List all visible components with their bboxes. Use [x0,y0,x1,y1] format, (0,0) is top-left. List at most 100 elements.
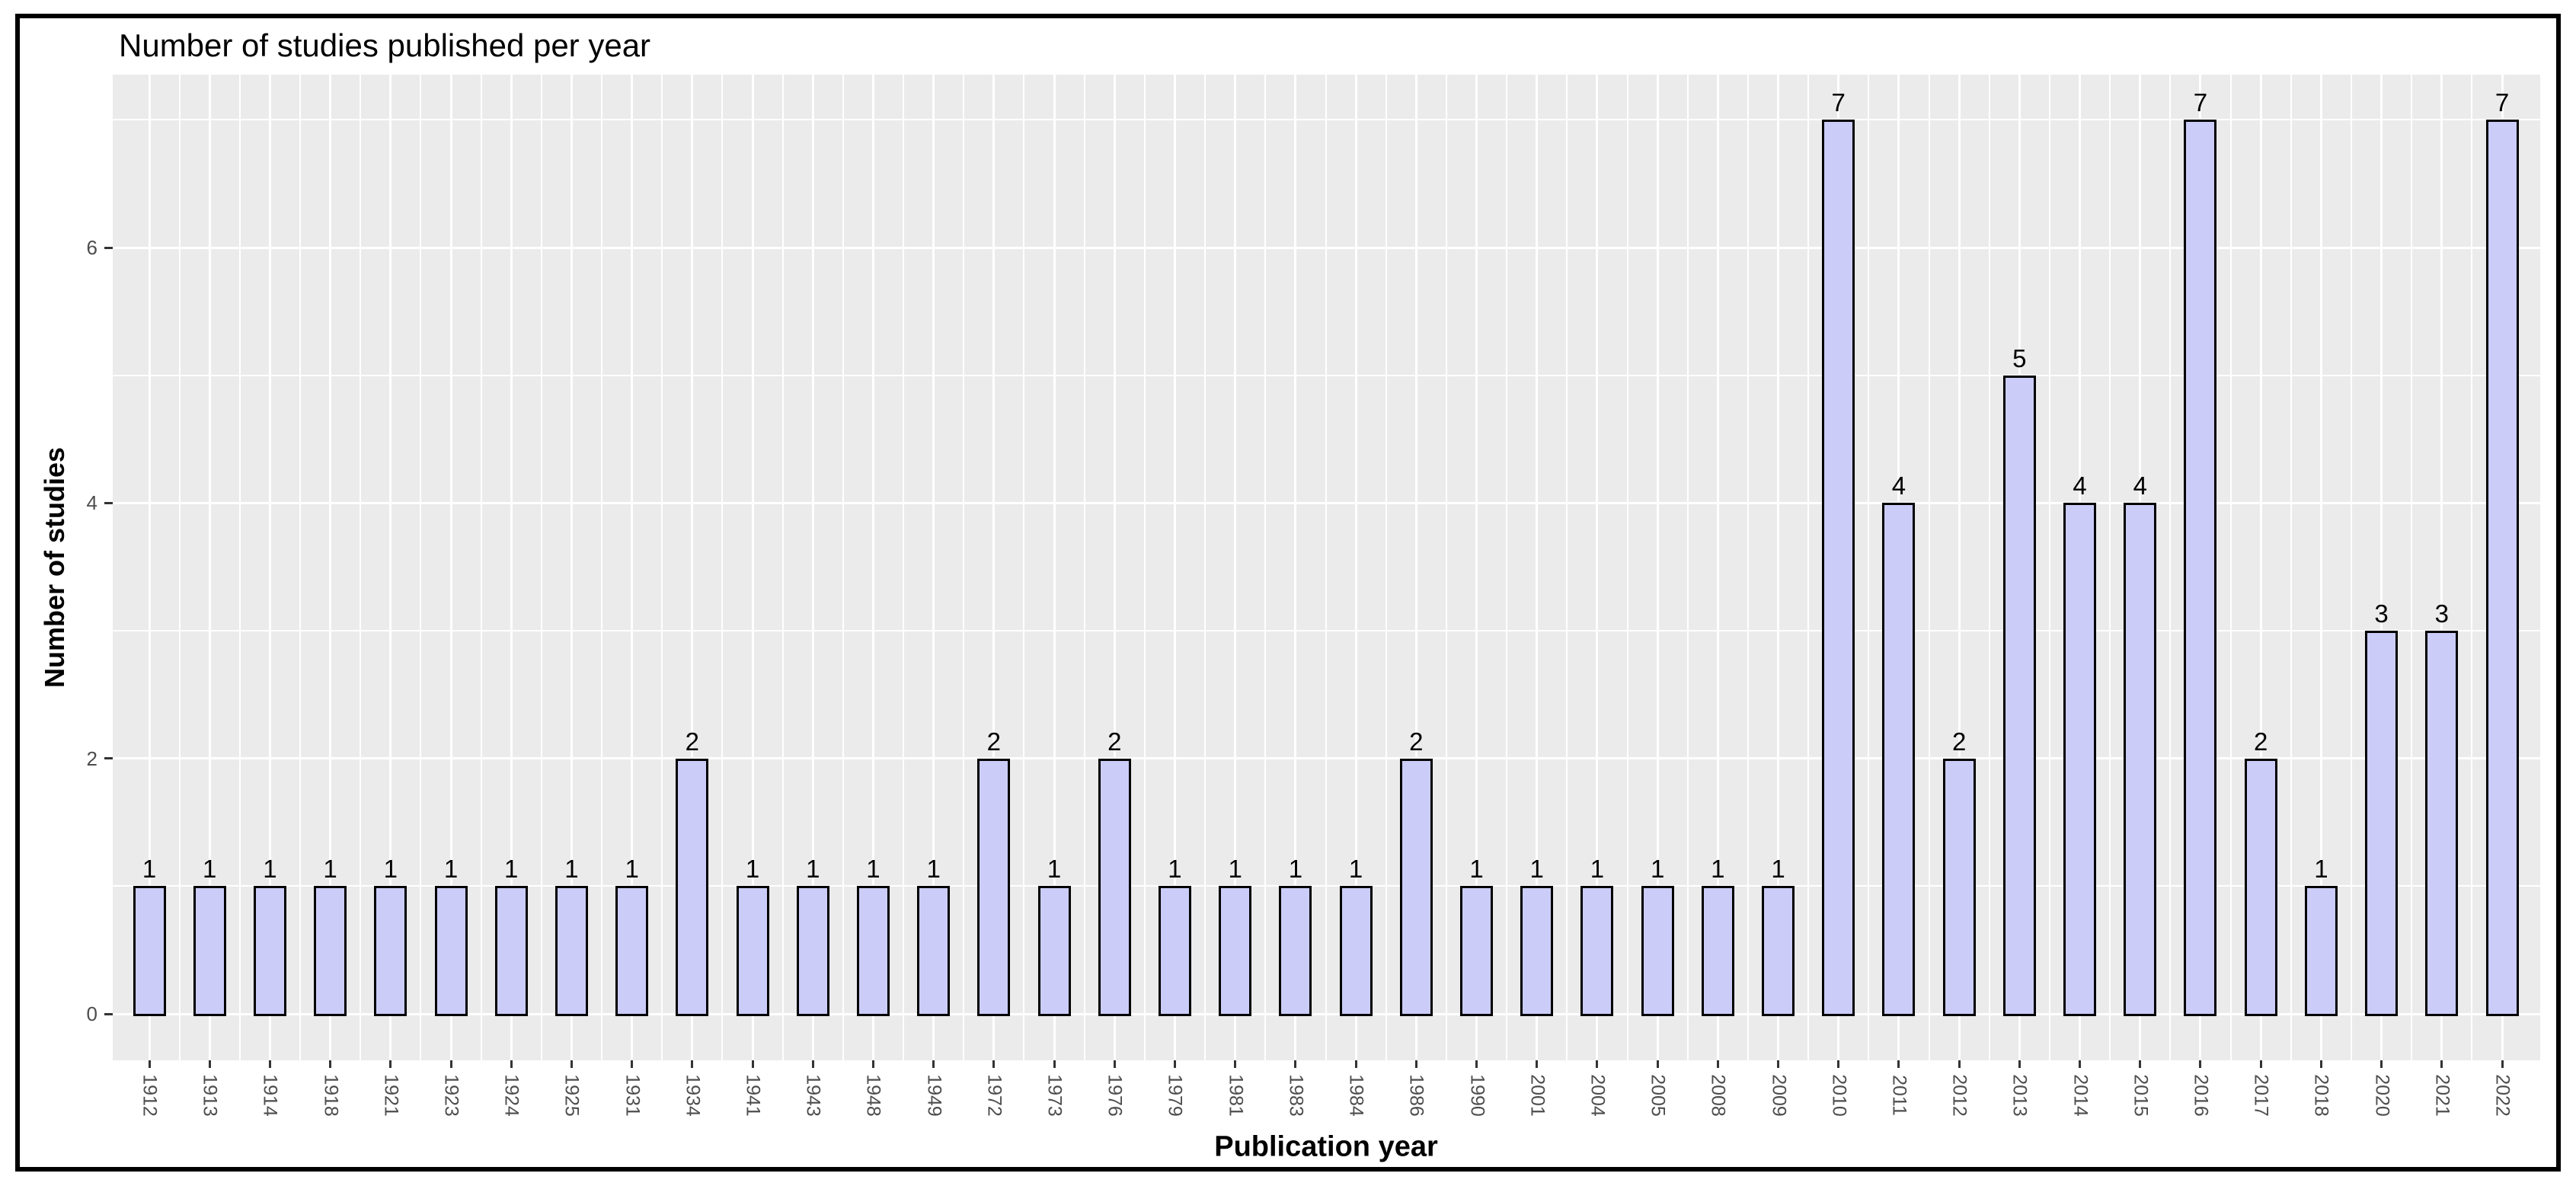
x-tick-label: 1925 [561,1074,583,1117]
x-tick [1716,1060,1719,1068]
gridline-v-major [751,75,754,1060]
bar [1399,758,1433,1016]
gridline-v-minor [1566,75,1568,1060]
bar-value-label: 1 [564,855,579,884]
gridline-v-major [2380,75,2383,1060]
bar [1822,120,1855,1016]
x-tick [2380,1060,2383,1068]
bar [2063,503,2097,1016]
bar [2304,886,2338,1016]
x-tick-label: 1923 [440,1074,462,1117]
gridline-v-major [449,75,452,1060]
bar [1460,886,1493,1016]
x-tick [1837,1060,1840,1068]
bar-value-label: 1 [2314,855,2328,884]
bar [1158,886,1191,1016]
gridline-v-minor [540,75,542,1060]
gridline-h-minor [113,630,2540,632]
x-tick [2018,1060,2021,1068]
gridline-v-major [2319,75,2322,1060]
x-tick [570,1060,573,1068]
bar-value-label: 1 [806,855,820,884]
x-tick [2079,1060,2082,1068]
bar-value-label: 1 [1168,855,1182,884]
bar [1641,886,1674,1016]
gridline-v-minor [238,75,241,1060]
x-tick [2139,1060,2142,1068]
bar [555,886,588,1016]
x-tick [1475,1060,1478,1068]
bar [676,758,709,1016]
x-tick-label: 1924 [500,1074,523,1117]
x-tick [2259,1060,2262,1068]
y-tick [104,757,113,760]
bar-value-label: 1 [1047,855,1062,884]
x-tick-label: 1990 [1466,1074,1488,1117]
gridline-v-minor [420,75,422,1060]
x-tick [1897,1060,1900,1068]
gridline-v-minor [1868,75,1870,1060]
gridline-v-minor [1204,75,1207,1060]
x-tick-label: 2022 [2491,1074,2514,1117]
x-tick-label: 2005 [1647,1074,1669,1117]
bar-value-label: 2 [986,727,1002,756]
y-tick-label: 0 [86,1002,97,1025]
bar [133,886,166,1016]
bar [977,758,1011,1016]
gridline-v-minor [1928,75,1930,1060]
bar [2485,120,2519,1016]
x-tick-label: 1934 [682,1074,704,1117]
gridline-h-major [113,757,2540,760]
gridline-v-major [1113,75,1116,1060]
gridline-v-minor [963,75,965,1060]
x-tick-label: 2008 [1707,1074,1729,1117]
bar-value-label: 3 [2434,599,2449,628]
x-tick [1234,1060,1237,1068]
bar [796,886,829,1016]
gridline-v-minor [1023,75,1025,1060]
y-tick-label: 2 [86,746,97,770]
x-tick-label: 1983 [1285,1074,1307,1117]
plot-panel: 1 1 1 1 1 1 1 1 1 2 1 1 1 1 2 1 2 1 1 1 1 2 1 1 1 1 1 1 7 4 2 5 4 4 7 2 1 3 3 7 [113,75,2540,1060]
bar [1882,503,1916,1016]
bar-value-label: 1 [504,855,519,884]
y-tick-label: 4 [86,491,97,515]
x-tick-label: 2009 [1768,1074,1790,1117]
bar-value-label: 1 [1288,855,1303,884]
gridline-v-minor [1385,75,1387,1060]
gridline-h-minor [113,119,2540,121]
bar [2002,375,2036,1016]
x-tick-label: 1943 [802,1074,824,1117]
x-tick-label: 1976 [1104,1074,1126,1117]
gridline-v-minor [299,75,301,1060]
bar-value-label: 1 [1711,855,1725,884]
bar-value-label: 1 [1469,855,1484,884]
x-tick-label: 1984 [1345,1074,1367,1117]
x-tick-label: 2012 [1948,1074,1970,1117]
x-tick [2501,1060,2504,1068]
gridline-v-minor [1506,75,1508,1060]
bar-value-label: 1 [625,855,639,884]
gridline-v-major [1414,75,1417,1060]
gridline-v-major [1234,75,1237,1060]
gridline-h-major [113,246,2540,249]
gridline-v-minor [661,75,663,1060]
x-tick-label: 2001 [1526,1074,1548,1117]
bar-value-label: 3 [2374,599,2389,628]
gridline-v-major [691,75,694,1060]
bar-value-label: 2 [1409,727,1424,756]
gridline-v-minor [601,75,603,1060]
bar-value-label: 7 [2495,88,2510,117]
gridline-v-major [329,75,332,1060]
gridline-v-major [570,75,573,1060]
gridline-h-minor [113,374,2540,376]
bar-value-label: 1 [443,855,459,884]
x-tick-label: 2015 [2130,1074,2152,1117]
gridline-v-major [1716,75,1719,1060]
y-tick [104,501,113,504]
gridline-v-major [1777,75,1780,1060]
x-tick [148,1060,151,1068]
bar-value-label: 4 [2133,472,2147,500]
bar-value-label: 1 [142,855,157,884]
